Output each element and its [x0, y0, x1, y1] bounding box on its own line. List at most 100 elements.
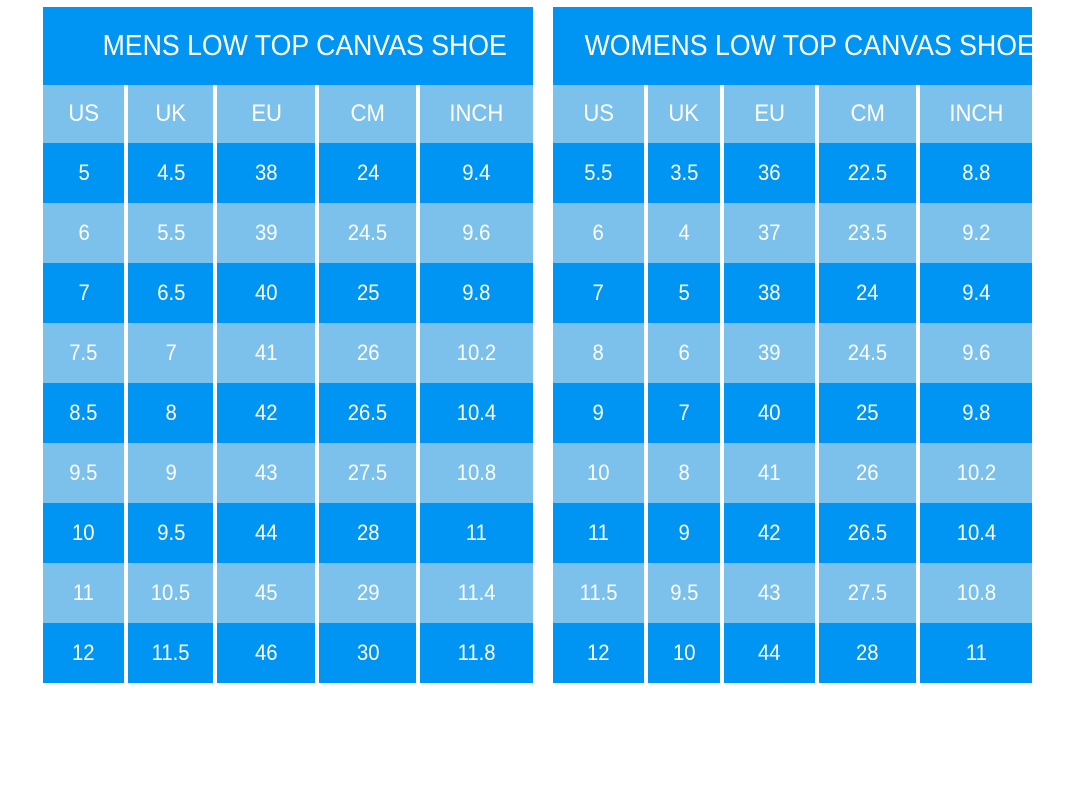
size-cell-value: 36: [758, 160, 781, 185]
size-cell: 9: [553, 383, 648, 443]
size-cell-value: 9.6: [462, 220, 491, 245]
size-cell: 10.2: [917, 443, 1032, 503]
column-header-cm: CM: [317, 85, 421, 143]
size-cell: 7: [126, 323, 218, 383]
size-cell: 10: [43, 503, 129, 563]
table-row: 12 11.5 46 30 11.8: [43, 623, 533, 683]
size-cell: 29: [317, 563, 421, 623]
size-cell-value: 40: [255, 280, 278, 305]
size-cell: 11: [553, 503, 648, 563]
size-cell: 5.5: [126, 203, 218, 263]
size-cell-value: 46: [255, 640, 278, 665]
size-charts-page: MENS LOW TOP CANVAS SHOE US UK EU CM INCH 5 4.5…: [43, 7, 1035, 683]
size-cell: 28: [816, 623, 920, 683]
size-cell-value: 29: [356, 580, 380, 605]
size-cell-value: 9: [678, 520, 690, 545]
size-cell: 38: [215, 143, 320, 203]
size-cell: 9.6: [917, 323, 1032, 383]
size-cell: 11: [917, 623, 1032, 683]
table-row: 8.5 8 42 26.5 10.4: [43, 383, 533, 443]
size-cell: 4: [645, 203, 725, 263]
size-table-womens: WOMENS LOW TOP CANVAS SHOE US UK EU CM INCH 5.…: [553, 7, 1035, 683]
size-cell-value: 7: [78, 280, 90, 305]
size-cell-value: 38: [255, 160, 278, 185]
table-row: 6 5.5 39 24.5 9.6: [43, 203, 533, 263]
size-cell-value: 4: [678, 220, 690, 245]
size-cell: 27.5: [816, 563, 920, 623]
size-cell-value: 8: [678, 460, 690, 485]
size-cell-value: 8: [592, 340, 605, 365]
table-row: 8 6 39 24.5 9.6: [553, 323, 1032, 383]
size-cell: 25: [816, 383, 920, 443]
column-header-cm: CM: [816, 85, 920, 143]
size-cell: 6: [43, 203, 129, 263]
size-cell: 44: [215, 503, 320, 563]
size-cell-value: 11.5: [151, 640, 190, 665]
size-cell: 6: [645, 323, 725, 383]
size-cell-value: 39: [758, 340, 781, 365]
size-cell-value: 10.8: [456, 460, 497, 485]
size-cell: 10.4: [917, 503, 1032, 563]
size-cell-value: 38: [758, 280, 781, 305]
size-cell-value: 11.4: [457, 580, 496, 605]
size-cell-value: 10.8: [956, 580, 996, 605]
size-cell: 40: [215, 263, 320, 323]
size-cell-value: 8.8: [961, 160, 991, 185]
size-cell: 10.4: [418, 383, 533, 443]
size-cell-value: 24: [856, 280, 879, 305]
size-cell: 24.5: [317, 203, 421, 263]
table-row: 7 6.5 40 25 9.8: [43, 263, 533, 323]
size-cell-value: 6: [78, 220, 90, 245]
size-cell: 37: [722, 203, 819, 263]
size-cell-value: 41: [758, 460, 781, 485]
size-cell-value: 40: [758, 400, 781, 425]
size-cell-value: 11: [965, 640, 987, 665]
size-cell-value: 8.5: [69, 400, 98, 425]
size-cell: 6: [553, 203, 648, 263]
size-cell-value: 11: [73, 580, 95, 605]
size-cell-value: 10.4: [956, 520, 996, 545]
size-cell-value: 7: [592, 280, 605, 305]
table-title: MENS LOW TOP CANVAS SHOE: [43, 7, 533, 85]
size-cell: 42: [722, 503, 819, 563]
size-cell-value: 28: [356, 520, 380, 545]
size-cell-value: 25: [856, 400, 879, 425]
size-cell: 11.5: [553, 563, 648, 623]
size-cell-value: 9.6: [961, 340, 991, 365]
size-cell-value: 5: [678, 280, 690, 305]
size-cell-value: 10: [72, 520, 95, 545]
size-cell: 9.2: [917, 203, 1032, 263]
size-cell-value: 42: [758, 520, 781, 545]
column-header-label: US: [68, 100, 99, 127]
table-row: 11 10.5 45 29 11.4: [43, 563, 533, 623]
column-header-eu: EU: [722, 85, 819, 143]
size-cell: 7: [645, 383, 725, 443]
size-cell-value: 24: [356, 160, 380, 185]
column-header-label: INCH: [449, 100, 504, 127]
size-cell-value: 12: [587, 640, 610, 665]
size-cell: 7: [553, 263, 648, 323]
table-title: WOMENS LOW TOP CANVAS SHOE: [553, 7, 1035, 85]
size-cell: 10: [553, 443, 648, 503]
size-cell: 11: [418, 503, 533, 563]
size-cell: 5: [43, 143, 129, 203]
size-cell: 8.5: [43, 383, 129, 443]
table-row: 5 4.5 38 24 9.4: [43, 143, 533, 203]
size-cell-value: 26: [356, 340, 380, 365]
column-header-inch: INCH: [917, 85, 1032, 143]
size-cell-value: 43: [255, 460, 278, 485]
size-cell: 5.5: [553, 143, 648, 203]
table-row: 11.5 9.5 43 27.5 10.8: [553, 563, 1032, 623]
size-cell-value: 8: [165, 400, 177, 425]
size-cell-value: 11: [466, 520, 488, 545]
size-cell-value: 9.4: [961, 280, 991, 305]
size-cell-value: 39: [255, 220, 278, 245]
size-cell: 46: [215, 623, 320, 683]
size-cell-value: 25: [356, 280, 380, 305]
size-cell: 7: [43, 263, 129, 323]
size-cell: 26: [317, 323, 421, 383]
size-cell: 27.5: [317, 443, 421, 503]
size-table-mens: MENS LOW TOP CANVAS SHOE US UK EU CM INCH 5 4.5…: [43, 7, 533, 683]
size-cell: 10.8: [418, 443, 533, 503]
table-row: 6 4 37 23.5 9.2: [553, 203, 1032, 263]
